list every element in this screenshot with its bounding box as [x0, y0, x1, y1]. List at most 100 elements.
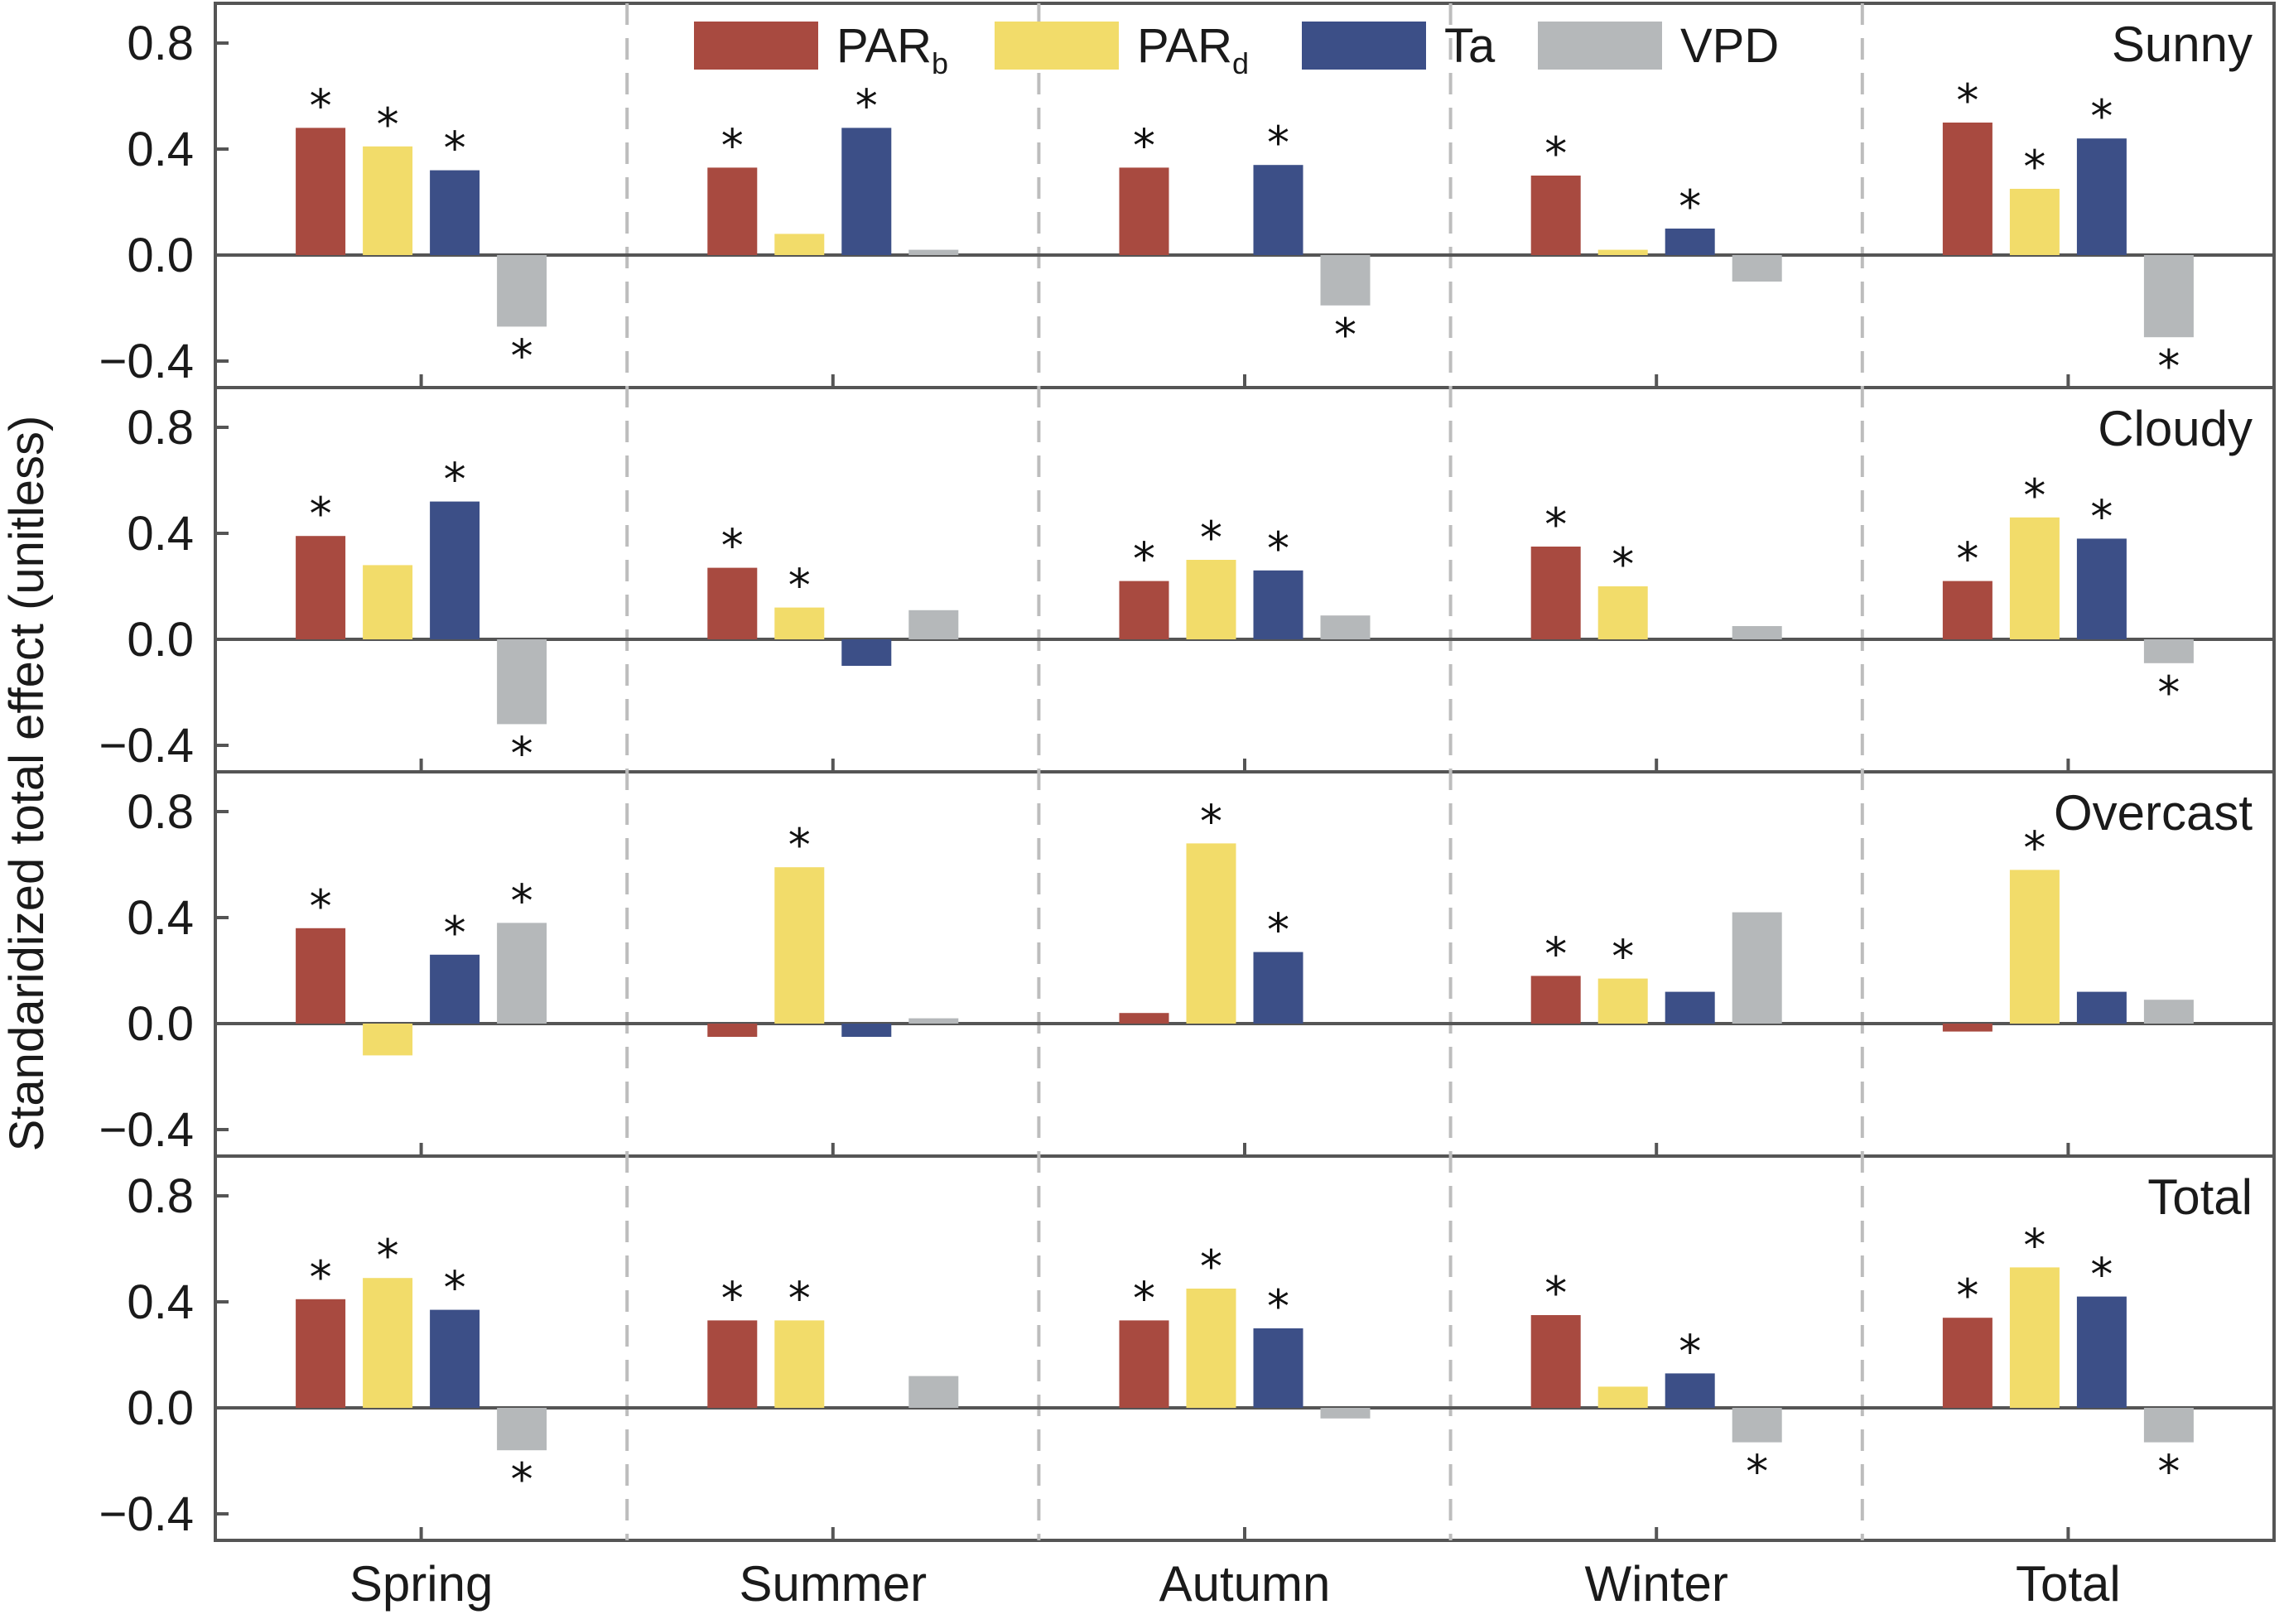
legend-label: Ta	[1444, 19, 1496, 73]
significance-marker: *	[1200, 512, 1222, 564]
bar	[1530, 547, 1581, 639]
y-tick-label: 0.0	[127, 613, 194, 667]
legend: PARb PARd Ta VPD	[694, 19, 1779, 80]
bar	[1942, 123, 1992, 255]
panel-cloudy: 0.8 0.4 0.0 −0.4 Cloudy * * * * * * * * * * * * * *	[99, 401, 2274, 779]
bar	[1942, 1318, 1992, 1408]
bar	[430, 501, 480, 639]
significance-marker: *	[721, 119, 744, 171]
significance-marker: *	[2157, 1446, 2180, 1498]
significance-marker: *	[1267, 904, 1289, 957]
bar	[1119, 1013, 1169, 1024]
season-separators	[625, 3, 1864, 1540]
significance-marker: *	[2157, 340, 2180, 393]
significance-marker: *	[1746, 1446, 1768, 1498]
y-tick-label: 0.4	[127, 507, 194, 561]
bar	[1253, 1328, 1303, 1408]
significance-marker: *	[377, 99, 399, 151]
bar	[2076, 1296, 2127, 1408]
bar	[497, 923, 547, 1024]
significance-marker: *	[788, 1272, 811, 1324]
significance-marker: *	[2023, 141, 2045, 193]
bar	[1732, 255, 1782, 282]
bar	[1942, 1024, 1992, 1032]
bar	[1186, 843, 1236, 1024]
bar	[2143, 1408, 2194, 1443]
bar	[774, 607, 825, 639]
bar	[363, 1278, 413, 1408]
bar	[1665, 991, 1715, 1024]
bar	[908, 1018, 959, 1024]
bar	[908, 249, 959, 255]
significance-marker: *	[788, 560, 811, 612]
panel-label: Total	[2147, 1169, 2253, 1225]
bar	[1732, 912, 1782, 1024]
significance-marker: *	[2023, 470, 2045, 522]
significance-marker: *	[1544, 499, 1567, 551]
bar	[774, 1320, 825, 1408]
bar	[2143, 1000, 2194, 1024]
significance-marker: *	[2090, 490, 2113, 542]
significance-marker: *	[2090, 90, 2113, 142]
panel-label: Overcast	[2054, 785, 2253, 841]
legend-swatch	[1538, 22, 1662, 70]
y-tick-label: −0.4	[99, 335, 195, 388]
y-tick-label: 0.8	[127, 17, 194, 70]
x-category-label: Total	[2016, 1556, 2121, 1612]
significance-marker: *	[1544, 928, 1567, 980]
bar	[1320, 1408, 1371, 1419]
bar	[1732, 1408, 1782, 1443]
significance-marker: *	[2023, 822, 2045, 874]
x-axis: Spring Summer Autumn Winter Total	[349, 1556, 2121, 1612]
bar	[497, 639, 547, 725]
bar	[2076, 991, 2127, 1024]
bar	[363, 565, 413, 639]
bar	[363, 146, 413, 255]
bar	[1253, 952, 1303, 1024]
bar	[707, 1320, 758, 1408]
bar	[2009, 517, 2060, 639]
legend-entry: PARd	[995, 19, 1249, 80]
legend-entry: Ta	[1302, 19, 1496, 73]
y-tick-label: −0.4	[99, 1103, 195, 1157]
x-category-label: Spring	[349, 1556, 493, 1612]
bar	[1320, 615, 1371, 639]
bar	[1186, 560, 1236, 639]
x-category-label: Winter	[1585, 1556, 1728, 1612]
significance-marker: *	[511, 727, 533, 779]
bar	[2076, 538, 2127, 639]
bar	[1942, 581, 1992, 639]
significance-marker: *	[310, 80, 332, 132]
bar	[1119, 167, 1169, 255]
bar	[1665, 229, 1715, 255]
significance-marker: *	[444, 1262, 466, 1314]
bar	[1530, 976, 1581, 1024]
y-tick-label: 0.4	[127, 891, 194, 945]
bar	[1320, 255, 1371, 306]
bar	[2009, 189, 2060, 255]
significance-marker: *	[788, 819, 811, 871]
bar	[1119, 581, 1169, 639]
significance-marker: *	[310, 488, 332, 540]
y-tick-label: 0.8	[127, 401, 194, 455]
bar	[1253, 165, 1303, 255]
significance-marker: *	[377, 1230, 399, 1282]
significance-marker: *	[1133, 119, 1155, 171]
bar	[296, 536, 346, 639]
significance-marker: *	[1956, 1270, 1978, 1322]
bar	[1530, 1315, 1581, 1408]
bar	[1597, 249, 1648, 255]
bar	[841, 1024, 892, 1037]
y-tick-label: −0.4	[99, 1487, 195, 1541]
significance-marker: *	[1200, 795, 1222, 847]
significance-marker: *	[1956, 75, 1978, 127]
significance-marker: *	[2090, 1249, 2113, 1301]
bar	[363, 1024, 413, 1056]
significance-marker: *	[1133, 533, 1155, 586]
significance-marker: *	[1133, 1272, 1155, 1324]
bar	[1597, 586, 1648, 639]
bar	[841, 639, 892, 666]
y-tick-label: 0.4	[127, 1275, 194, 1329]
